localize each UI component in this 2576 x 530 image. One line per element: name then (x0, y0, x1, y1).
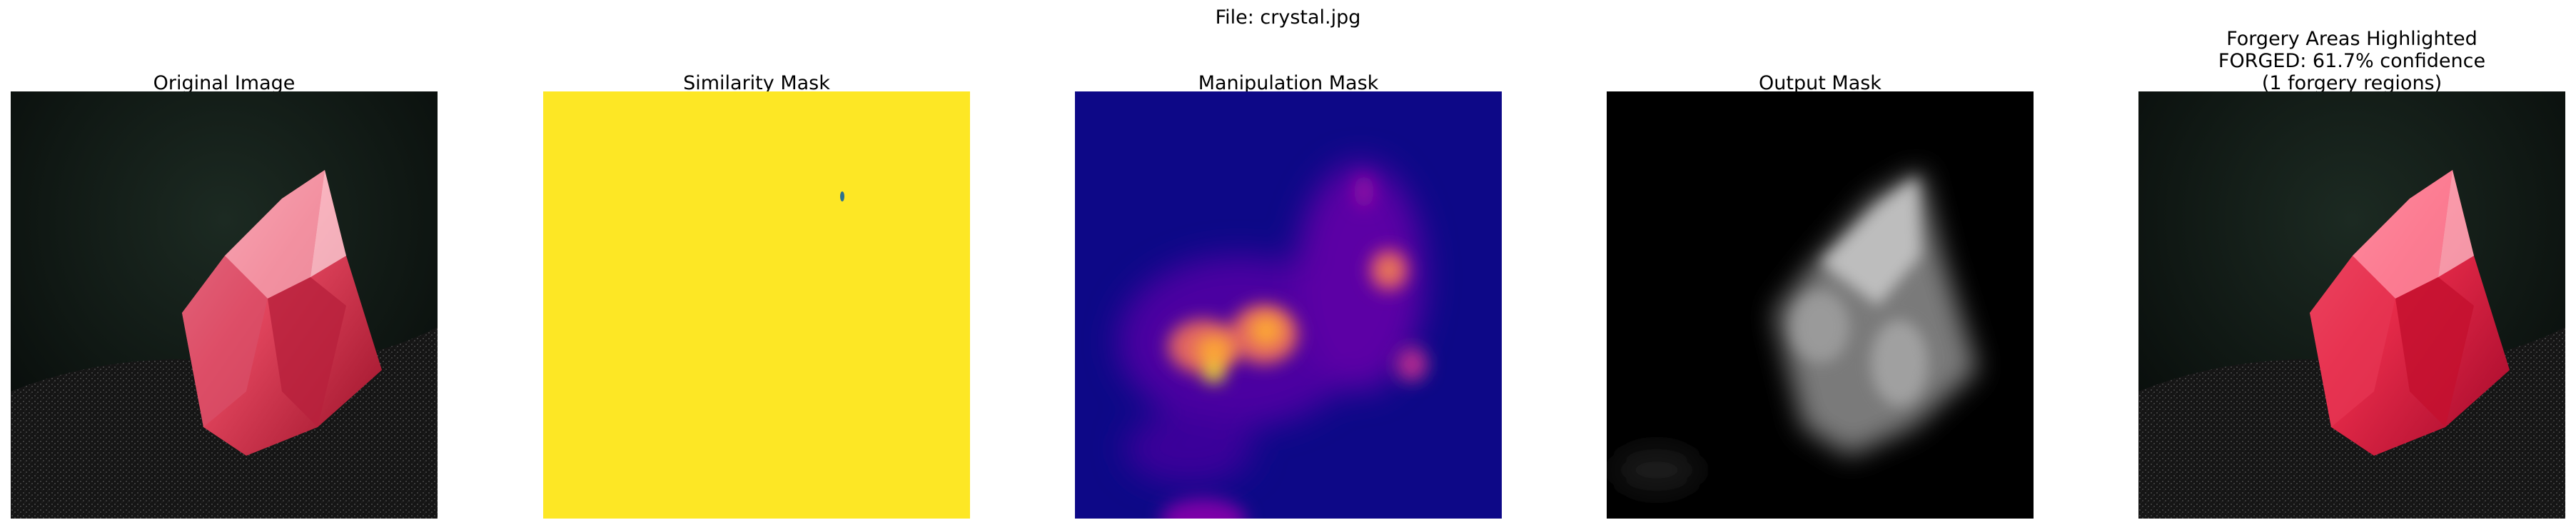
panel-original-image: Original Image (11, 0, 438, 530)
panel-title-line: Similarity Mask (683, 72, 830, 94)
panel-title-line-2: FORGED: 61.7% confidence (2218, 50, 2486, 72)
similarity-mask (543, 91, 970, 519)
panel-title-line-3: (1 forgery regions) (2261, 72, 2443, 94)
manipulation-mask (1075, 91, 1502, 519)
output-mask (1607, 91, 2034, 519)
panel-title: Manipulation Mask (1004, 72, 1573, 94)
panel-title: Original Image (0, 72, 509, 94)
panel-output-mask: Output Mask (1607, 0, 2034, 530)
panel-title-line-1: Forgery Areas Highlighted (2226, 28, 2477, 50)
panel-similarity-mask: Similarity Mask (543, 0, 970, 530)
panel-title: Output Mask (1535, 72, 2105, 94)
panel-title: Forgery Areas Highlighted FORGED: 61.7% … (2067, 28, 2576, 94)
panel-title-line: Original Image (153, 72, 296, 94)
figure-title: File: crystal.jpg (1215, 6, 1361, 29)
forgery-highlight-image (2138, 91, 2565, 519)
original-image (11, 91, 438, 519)
panel-title-line: Manipulation Mask (1198, 72, 1379, 94)
panel-forgery-highlighted: Forgery Areas Highlighted FORGED: 61.7% … (2138, 0, 2565, 530)
panel-manipulation-mask: Manipulation Mask (1075, 0, 1502, 530)
panel-title: Similarity Mask (472, 72, 1041, 94)
panel-title-line: Output Mask (1759, 72, 1882, 94)
